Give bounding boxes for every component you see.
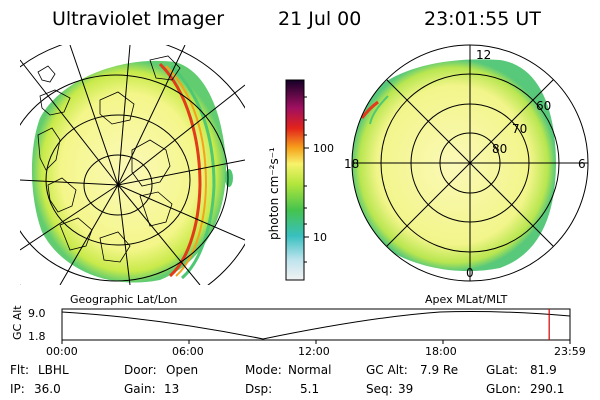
time-tick-0000: 00:00 bbox=[46, 345, 78, 358]
dsp-label: Dsp: bbox=[245, 382, 273, 396]
time-tick-0600: 06:00 bbox=[172, 345, 204, 358]
mlt-label-12: 12 bbox=[476, 48, 491, 62]
dusk-arc-red bbox=[360, 100, 379, 119]
mlat-label-80: 80 bbox=[492, 142, 507, 156]
auroral-edge-green bbox=[170, 64, 216, 280]
glon-label: GLon: bbox=[486, 382, 521, 396]
dsp-value: 5.1 bbox=[300, 382, 320, 396]
mlat-label-60: 60 bbox=[536, 99, 551, 113]
mode-label: Mode: bbox=[245, 363, 282, 377]
altitude-ytick-low: 1.8 bbox=[28, 330, 46, 343]
gcalt-label: GC Alt: bbox=[366, 363, 408, 377]
coastlines bbox=[37, 55, 181, 263]
glon-value: 290.1 bbox=[530, 382, 565, 396]
colorbar-ticks bbox=[304, 96, 309, 263]
altitude-trace bbox=[61, 311, 571, 340]
mlt-label-0: 0 bbox=[466, 266, 474, 280]
polar-grid bbox=[351, 44, 589, 282]
gain-value: 13 bbox=[164, 382, 180, 396]
ip-value: 36.0 bbox=[34, 382, 61, 396]
dusk-arc-green bbox=[369, 95, 389, 125]
door-label: Door: bbox=[124, 363, 157, 377]
date-label: 21 Jul 00 bbox=[278, 8, 362, 30]
altitude-ytick-high: 9.0 bbox=[28, 307, 46, 320]
ip-label: IP: bbox=[10, 382, 25, 396]
latlon-grid bbox=[20, 45, 245, 285]
time-tick-1200: 12:00 bbox=[298, 345, 330, 358]
altitude-xticks bbox=[61, 340, 571, 344]
gain-label: Gain: bbox=[124, 382, 156, 396]
instrument-title: Ultraviolet Imager bbox=[52, 8, 225, 30]
glat-label: GLat: bbox=[486, 363, 519, 377]
seq-value: 39 bbox=[398, 382, 414, 396]
geographic-image bbox=[20, 45, 245, 285]
geographic-projection-label: Geographic Lat/Lon bbox=[70, 293, 178, 306]
mlt-label-6: 6 bbox=[578, 157, 586, 171]
time-tick-2359: 23:59 bbox=[554, 345, 586, 358]
gcalt-value: 7.9 Re bbox=[420, 363, 459, 377]
filter-value: LBHL bbox=[38, 363, 69, 377]
altitude-plot-frame bbox=[61, 308, 571, 341]
colorbar-label: photon cm⁻²s⁻¹ bbox=[267, 147, 281, 240]
door-value: Open bbox=[166, 363, 199, 377]
apex-projection-label: Apex MLat/MLT bbox=[425, 293, 508, 306]
colorbar-tick-10: 10 bbox=[313, 231, 327, 244]
auroral-glow-left bbox=[31, 60, 227, 283]
filter-label: Flt: bbox=[10, 363, 29, 377]
altitude-ylabel: GC Alt bbox=[11, 305, 24, 340]
polar-image bbox=[351, 44, 589, 282]
colorbar bbox=[285, 79, 305, 281]
glat-value: 81.9 bbox=[530, 363, 557, 377]
mlt-label-18: 18 bbox=[344, 157, 359, 171]
mlat-label-70: 70 bbox=[512, 122, 527, 136]
time-label: 23:01:55 UT bbox=[424, 8, 541, 30]
auroral-blob bbox=[225, 169, 233, 187]
auroral-arc-red bbox=[158, 62, 202, 278]
auroral-arc-orange bbox=[165, 65, 208, 277]
colorbar-tick-100: 100 bbox=[313, 142, 334, 155]
auroral-glow-right bbox=[352, 59, 556, 272]
seq-label: Seq: bbox=[366, 382, 393, 396]
time-tick-1800: 18:00 bbox=[425, 345, 457, 358]
mode-value: Normal bbox=[288, 363, 332, 377]
